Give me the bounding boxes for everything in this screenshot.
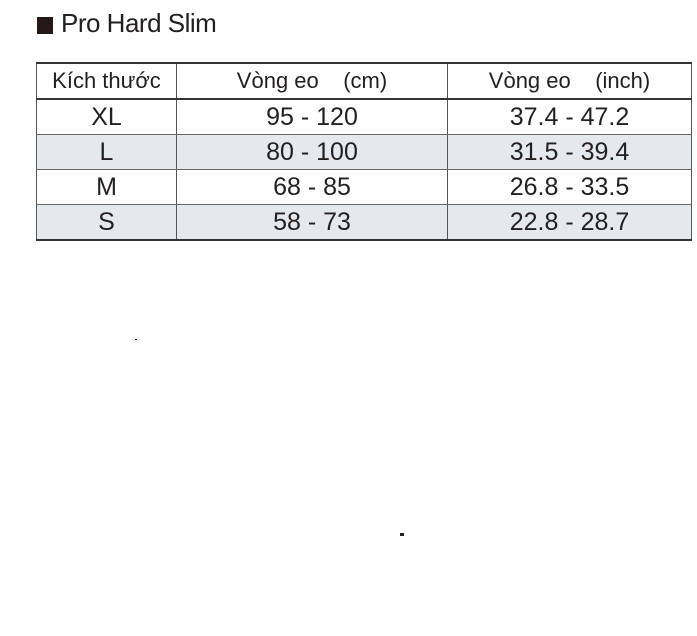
- table-row: XL 95 - 120 37.4 - 47.2: [36, 99, 692, 135]
- header-waist-inch: Vòng eo (inch): [447, 62, 692, 100]
- table-row: M 68 - 85 26.8 - 33.5: [36, 169, 692, 205]
- cm-cell: 95 - 120: [176, 99, 448, 135]
- size-chart-table: Kích thước Vòng eo (cm) Vòng eo (inch) X…: [36, 62, 692, 241]
- size-cell: S: [36, 204, 177, 241]
- table-row: L 80 - 100 31.5 - 39.4: [36, 134, 692, 170]
- table-row: S 58 - 73 22.8 - 28.7: [36, 204, 692, 241]
- inch-cell: 22.8 - 28.7: [447, 204, 692, 241]
- title-text: Pro Hard Slim: [61, 8, 217, 38]
- header-waist-cm: Vòng eo (cm): [176, 62, 448, 100]
- size-cell: M: [36, 169, 177, 205]
- square-bullet-icon: [37, 16, 53, 34]
- cm-cell: 68 - 85: [176, 169, 448, 205]
- size-cell: XL: [36, 99, 177, 135]
- inch-cell: 31.5 - 39.4: [447, 134, 692, 170]
- cm-cell: 80 - 100: [176, 134, 448, 170]
- size-cell: L: [36, 134, 177, 170]
- stray-mark: [135, 339, 137, 340]
- inch-cell: 26.8 - 33.5: [447, 169, 692, 205]
- inch-cell: 37.4 - 47.2: [447, 99, 692, 135]
- page-title: Pro Hard Slim: [37, 8, 217, 39]
- cm-cell: 58 - 73: [176, 204, 448, 241]
- stray-mark: [400, 533, 404, 536]
- table-header-row: Kích thước Vòng eo (cm) Vòng eo (inch): [36, 62, 692, 100]
- header-size: Kích thước: [36, 62, 177, 100]
